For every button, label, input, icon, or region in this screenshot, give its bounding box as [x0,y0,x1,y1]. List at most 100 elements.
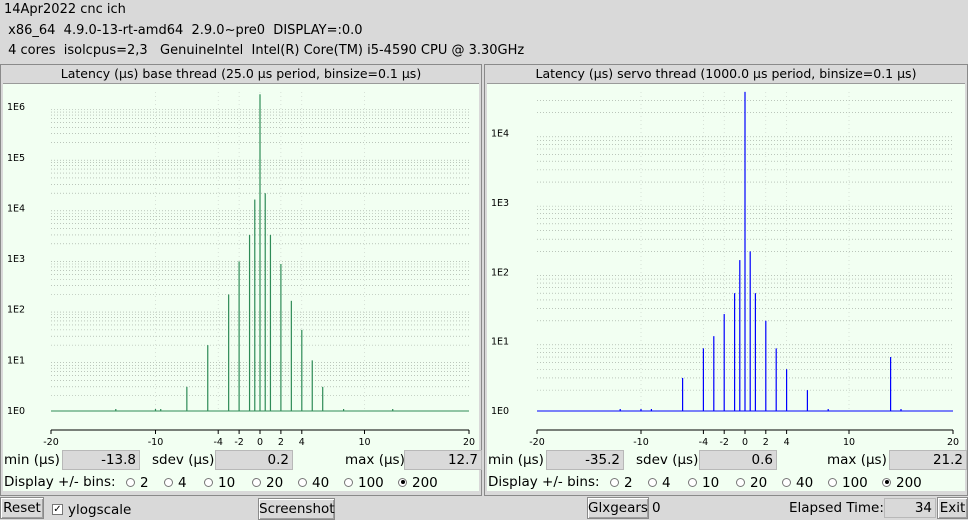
histogram-bar [160,409,162,411]
base-sdev-value: 0.2 [215,450,293,470]
radio-icon [164,477,173,487]
x-tick-label: 4 [784,437,790,448]
glxgears-button[interactable]: Glxgears [587,497,649,519]
y-tick-label: 1E0 [491,406,509,417]
kernel-info-line: x86_64 4.9.0-13-rt-amd64 2.9.0~pre0 DISP… [4,23,363,38]
histogram-bar [238,261,240,411]
x-tick-label: 20 [947,437,959,448]
base-bins-option-label: 2 [140,475,149,491]
servo-min-label: min (µs) [488,452,544,468]
base-bins-option-label: 40 [312,475,330,491]
x-tick-label: -2 [719,437,728,448]
histogram-bar [619,409,621,411]
y-tick-label: 1E1 [7,355,25,366]
base-thread-panel: Latency (µs) base thread (25.0 µs period… [0,64,482,496]
histogram-bar [806,390,808,411]
x-tick-label: 20 [463,437,475,448]
radio-icon [204,477,213,487]
servo-bins-radio-100[interactable]: 100 [828,475,868,491]
base-bins-radio-20[interactable]: 20 [252,475,283,491]
servo-bins-radio-4[interactable]: 4 [648,475,671,491]
cpu-info-line: 4 cores isolcpus=2,3 GenuineIntel Intel(… [4,43,525,58]
radio-icon [252,477,261,487]
histogram-bar [890,357,892,411]
histogram-bar [301,329,303,411]
y-tick-label: 1E3 [491,198,509,209]
base-max-label: max (µs) [345,452,405,468]
base-min-value: -13.8 [62,450,140,470]
base-bins-radio-40[interactable]: 40 [298,475,329,491]
exit-button[interactable]: Exit [937,497,968,519]
histogram-bar [739,260,741,411]
y-tick-label: 1E6 [7,102,25,113]
histogram-bar [765,320,767,411]
x-tick-label: -4 [699,437,708,448]
x-tick-label: 0 [742,437,748,448]
histogram-bar [254,199,256,411]
radio-icon [736,477,745,487]
servo-bins-label: Display +/- bins: [488,474,600,490]
radio-icon [828,477,837,487]
servo-max-label: max (µs) [827,452,887,468]
base-bins-radio-4[interactable]: 4 [164,475,187,491]
x-tick-label: 10 [843,437,855,448]
servo-thread-plot: 1E0 1E1 1E2 1E3 1E4 -20 -10 -4 -2 0 2 4 10 20 [487,83,965,491]
histogram-bar [228,294,230,411]
servo-bins-radio-10[interactable]: 10 [688,475,719,491]
x-tick-label: 2 [278,437,284,448]
histogram-bar [682,377,684,411]
x-tick-label: 0 [257,437,263,448]
base-thread-title: Latency (µs) base thread (25.0 µs period… [60,66,422,81]
y-tick-label: 1E2 [491,267,509,278]
histogram-bar [754,293,756,411]
histogram-bar [259,94,261,411]
ylogscale-checkbox[interactable]: ✓ ylogscale [52,502,131,518]
servo-bins-radio-20[interactable]: 20 [736,475,767,491]
x-tick-label: 2 [763,437,769,448]
y-tick-label: 1E2 [7,305,25,316]
base-bins-radio-2[interactable]: 2 [126,475,149,491]
radio-selected-icon [398,477,407,487]
histogram-bar [702,348,704,411]
base-bins-radio-10[interactable]: 10 [204,475,235,491]
elapsed-time-label: Elapsed Time: [789,500,884,516]
base-bins-radio-200[interactable]: 200 [398,475,438,491]
histogram-bar [749,251,751,411]
histogram-bar [269,234,272,411]
histogram-bar [775,348,777,411]
histogram-bar [392,409,394,411]
histogram-bar [264,193,266,411]
base-sdev-label: sdev (µs) [152,452,215,468]
servo-bins-radio-40[interactable]: 40 [782,475,813,491]
x-tick-label: -20 [43,437,59,448]
y-tick-label: 1E5 [7,153,25,164]
base-thread-plot: 1E0 1E1 1E2 1E3 1E4 1E5 1E6 -20 -10 -4 -2 0 2 4 10 20 [3,83,479,491]
checkbox-checked-icon: ✓ [52,503,63,515]
screenshot-button[interactable]: Screenshot [258,498,335,520]
ylogscale-label: ylogscale [68,502,132,518]
base-bins-row: Display +/- bins: 2 4 10 20 40 100 200 [0,474,482,492]
servo-bins-radio-2[interactable]: 2 [610,475,633,491]
y-tick-label: 1E1 [491,337,509,348]
histogram-bar [900,409,902,411]
servo-bins-option-label: 20 [750,475,768,491]
histogram-bar [154,409,157,411]
servo-min-value: -35.2 [546,450,624,470]
glxgears-value: 0 [652,500,661,516]
servo-thread-title: Latency (µs) servo thread (1000.0 µs per… [535,66,917,81]
y-tick-label: 1E4 [491,129,509,140]
base-bins-option-label: 20 [266,475,284,491]
radio-icon [298,477,307,487]
reset-button[interactable]: Reset [0,497,44,519]
grid [51,92,469,411]
base-bins-radio-100[interactable]: 100 [344,475,384,491]
radio-selected-icon [882,477,891,487]
x-tick-label: -4 [213,437,222,448]
base-bins-label: Display +/- bins: [4,474,116,490]
servo-sdev-value: 0.6 [699,450,777,470]
servo-bins-radio-200[interactable]: 200 [882,475,922,491]
y-tick-label: 1E4 [7,203,25,214]
histogram-bar [786,369,788,411]
histogram-bar [723,314,725,411]
